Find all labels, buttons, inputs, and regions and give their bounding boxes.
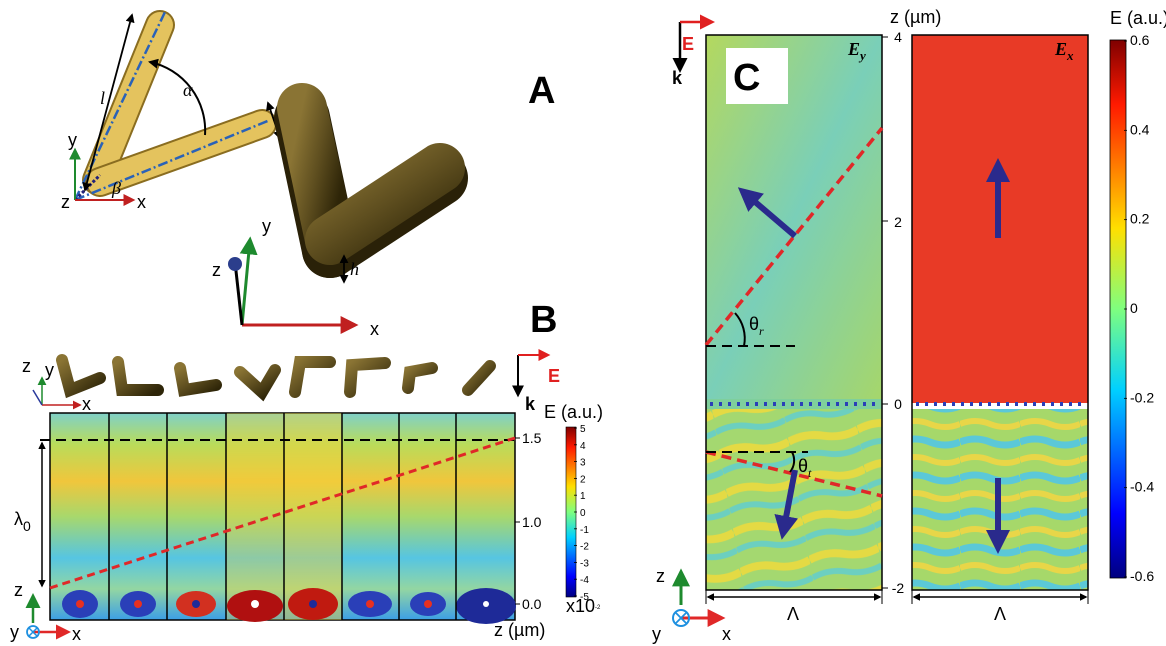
inset-z: z [61,192,70,212]
colorbar-tick-label: 0.2 [1130,211,1150,227]
colorbar-tick-label: -3 [580,558,589,569]
frame-x: x [72,624,81,644]
colorbar-tick-label: 3 [580,458,586,469]
colorbar-tick-label: -2 [580,542,589,553]
b-axis-label: z (µm) [494,620,545,640]
incidence-e: E [548,366,560,386]
main-z: z [212,260,221,280]
param-alpha: α [183,80,193,100]
b-tick: 0.0 [522,596,542,612]
frame-y: y [652,624,661,644]
wavelength: λ0 [14,509,31,534]
param-beta: β [111,178,121,198]
period-left: Λ [787,604,799,624]
panel-label: C [733,57,760,99]
colorbar-tick-label: -0.6 [1130,568,1154,584]
incidence-k: k [672,68,683,88]
c-colorbar-title: E (a.u.) [1110,8,1166,28]
c-axis-label: z (µm) [890,7,941,27]
shape-x: x [82,394,91,414]
shape-z: z [22,356,31,376]
panel-a: y z x l α w β h y z x A [61,12,555,339]
c-tick: -2 [892,580,905,596]
main-y: y [262,216,271,236]
panel-b: B z y x k E λ0 1.5 1.0 0.0 z (µm) [10,299,603,644]
inset-y: y [68,130,77,150]
colorbar-tick-label: -0.4 [1130,479,1154,495]
colorbar-tick-label: -4 [580,575,589,586]
c-tick: 4 [894,29,902,45]
colorbar-tick-label: -1 [580,525,589,536]
inset-x: x [137,192,146,212]
frame-x: x [722,624,731,644]
colorbar-tick-label: 5 [580,424,586,435]
incidence-k: k [525,394,536,414]
param-h: h [350,259,359,279]
colorbar-tick-label: 1 [580,491,586,502]
b-colorbar-scale: x10-2 [566,596,601,616]
panel-label: A [528,70,555,112]
b-colorbar-title: E (a.u.) [544,402,603,422]
b-tick: 1.0 [522,514,542,530]
frame-y: y [10,622,19,642]
param-l: l [100,88,105,108]
frame-z: z [656,566,665,586]
colorbar-tick-label: 0 [1130,300,1138,316]
colorbar-tick-label: 0.6 [1130,32,1150,48]
shape-y: y [45,360,54,380]
colorbar-tick-label: 4 [580,441,586,452]
panel-c: E k C Ey θr θt Ex z (µm) 4 2 0 -2 Λ Λ E … [652,7,1166,644]
colorbar-tick-label: 0 [580,508,586,519]
figure: y z x l α w β h y z x A B z y x k E [0,0,1166,646]
c-tick: 0 [894,396,902,412]
main-x: x [370,319,379,339]
b-tick: 1.5 [522,430,542,446]
frame-z: z [14,580,23,600]
colorbar-tick-label: 0.4 [1130,121,1150,137]
period-right: Λ [994,604,1006,624]
colorbar-tick-label: -0.2 [1130,389,1154,405]
panel-label: B [530,299,557,341]
c-tick: 2 [894,214,902,230]
colorbar-tick-label: 2 [580,474,586,485]
incidence-e: E [682,34,694,54]
